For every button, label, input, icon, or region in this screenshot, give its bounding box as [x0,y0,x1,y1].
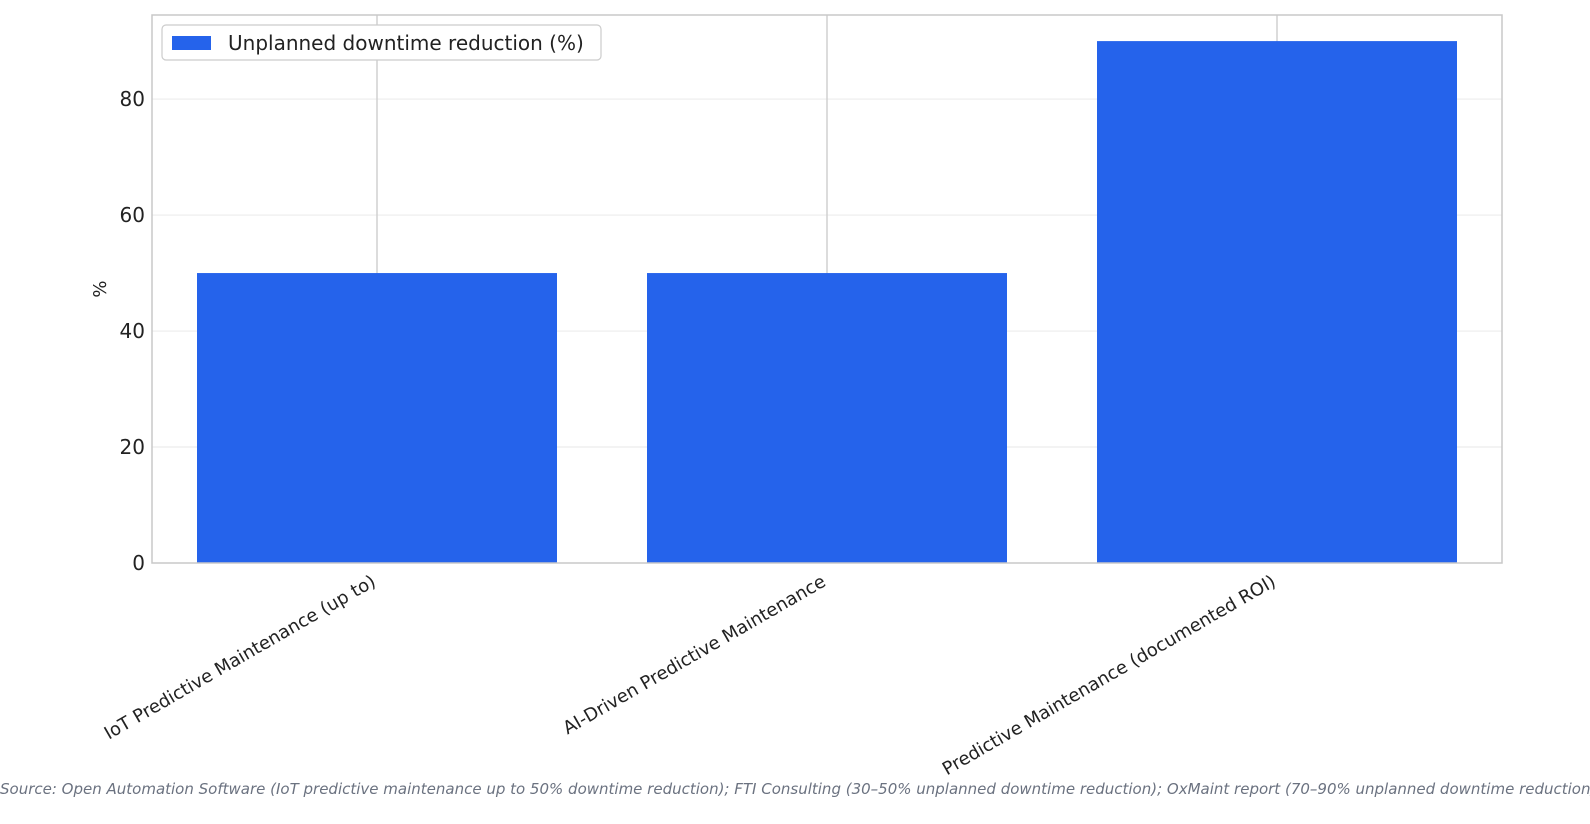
plot-frame [151,14,1503,564]
legend-label: Unplanned downtime reduction (%) [228,31,584,55]
bar [1097,41,1457,564]
y-axis-label: % [90,280,111,297]
bar [647,273,1007,563]
y-tick-label: 80 [120,87,145,111]
x-tick-label: IoT Predictive Maintenance (up to) [101,571,380,744]
y-tick-label: 0 [132,551,145,575]
bars [197,41,1457,564]
y-tick-label: 60 [120,203,145,227]
x-tick-labels: IoT Predictive Maintenance (up to) AI-Dri… [101,571,1280,780]
y-tick-label: 20 [120,435,145,459]
bar [197,273,557,563]
legend-swatch [172,36,211,50]
x-tick-label: Predictive Maintenance (documented ROI) [939,571,1280,780]
y-tick-labels: 0 20 40 60 80 [120,87,145,575]
legend: Unplanned downtime reduction (%) [161,24,602,61]
x-tick-label: AI-Driven Predictive Maintenance [560,571,830,739]
y-tick-label: 40 [120,319,145,343]
source-note: Source: Open Automation Software (IoT pr… [0,780,1590,798]
legend-box [161,24,602,61]
